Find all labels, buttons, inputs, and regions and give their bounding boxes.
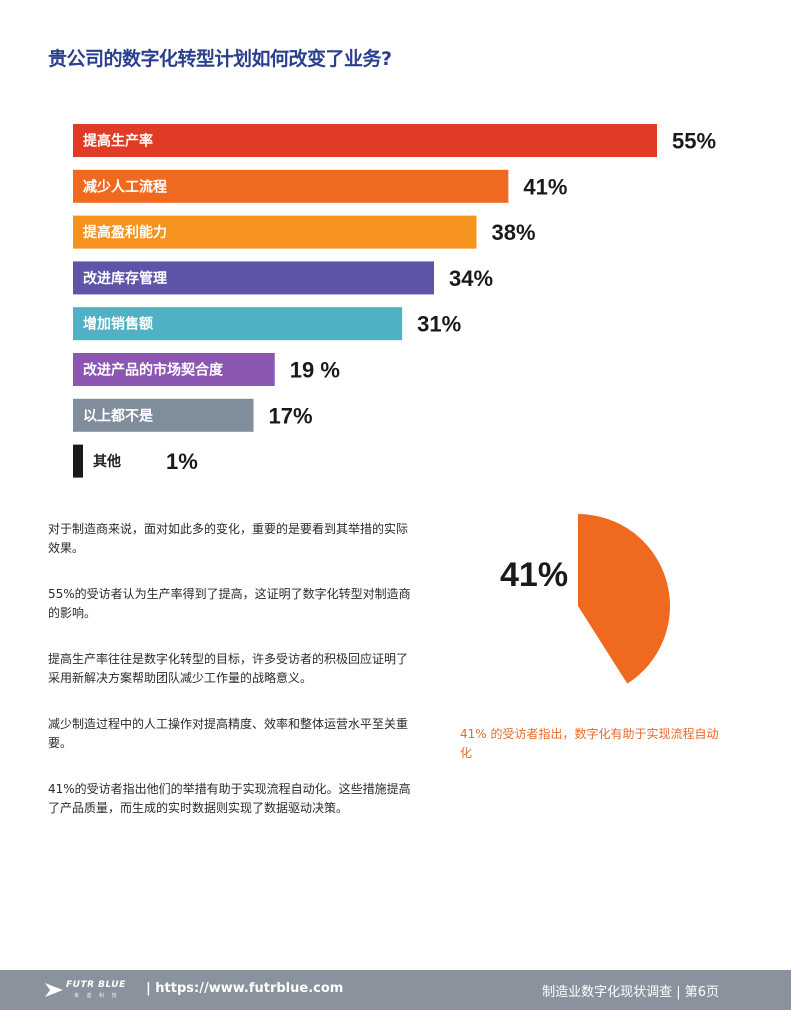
bar-category-label-7: 以上都不是 — [83, 408, 154, 424]
bar-value-label-6: 19 % — [290, 358, 340, 383]
paragraph-5: 41%的受访者指出他们的举措有助于实现流程自动化。这些措施提高了产品质量，而生成… — [48, 782, 411, 815]
bar-7 — [73, 398, 254, 432]
bar-1 — [73, 124, 657, 157]
bar-5 — [73, 307, 403, 341]
futr-blue-logo[interactable]: FUTR BLUE 未 蓝 科 技 — [44, 978, 144, 1002]
body-text: 对于制造商来说，面对如此多的变化，重要的是要看到其举措的实际效果。 55%的受访… — [48, 520, 413, 845]
footer-url-link[interactable]: | https://www.futrblue.com — [146, 981, 344, 996]
paragraph-4: 减少制造过程中的人工操作对提高精度、效率和整体运营水平至关重要。 — [48, 717, 409, 750]
page-title: 贵公司的数字化转型计划如何改变了业务? — [48, 48, 392, 70]
bar-value-label-8: 1% — [166, 449, 198, 474]
pie-caption: 41% 的受访者指出，数字化有助于实现流程自动化 — [460, 727, 719, 760]
pie-slice — [578, 514, 670, 684]
logo-arrow-icon — [45, 983, 63, 997]
bar-category-label-6: 改进产品的市场契合度 — [83, 362, 224, 379]
pie-chart: 41% — [500, 514, 670, 684]
bar-value-label-3: 38% — [491, 220, 535, 245]
bar-category-label-1: 提高生产率 — [83, 133, 153, 150]
logo-text: FUTR BLUE — [66, 980, 126, 990]
bar-category-label-8: 其他 — [93, 453, 121, 470]
bar-value-label-1: 55% — [672, 129, 716, 154]
bar-value-label-4: 34% — [449, 266, 493, 291]
bar-value-label-2: 41% — [523, 174, 567, 199]
bar-2 — [73, 169, 509, 203]
paragraph-2: 55%的受访者认为生产率得到了提高，这证明了数字化转型对制造商的影响。 — [48, 587, 411, 620]
pie-value-label: 41% — [500, 556, 568, 594]
footer: FUTR BLUE 未 蓝 科 技 | https://www.futrblue… — [0, 970, 791, 1010]
bar-category-label-2: 减少人工流程 — [83, 178, 167, 195]
bar-8 — [73, 444, 83, 478]
bar-4 — [73, 261, 435, 295]
bar-value-label-5: 31% — [417, 312, 461, 337]
bar-category-label-5: 增加销售额 — [83, 316, 153, 333]
paragraph-3: 提高生产率往往是数字化转型的目标，许多受访者的积极回应证明了采用新解决方案帮助团… — [48, 652, 409, 685]
logo-subtext: 未 蓝 科 技 — [74, 993, 120, 999]
report-title-page-number: 制造业数字化现状调查 | 第6页 — [542, 985, 719, 1000]
bar-chart: 提高生产率 55% 减少人工流程 41% 提高盈利能力 38% 改进库存管理 34% 增加销售额… — [73, 124, 716, 478]
paragraph-1: 对于制造商来说，面对如此多的变化，重要的是要看到其举措的实际效果。 — [48, 522, 409, 555]
bar-value-label-7: 17% — [269, 403, 313, 428]
bar-category-label-4: 改进库存管理 — [83, 270, 167, 287]
bar-3 — [73, 215, 477, 249]
bar-category-label-3: 提高盈利能力 — [83, 224, 167, 241]
bar-6 — [73, 353, 275, 386]
